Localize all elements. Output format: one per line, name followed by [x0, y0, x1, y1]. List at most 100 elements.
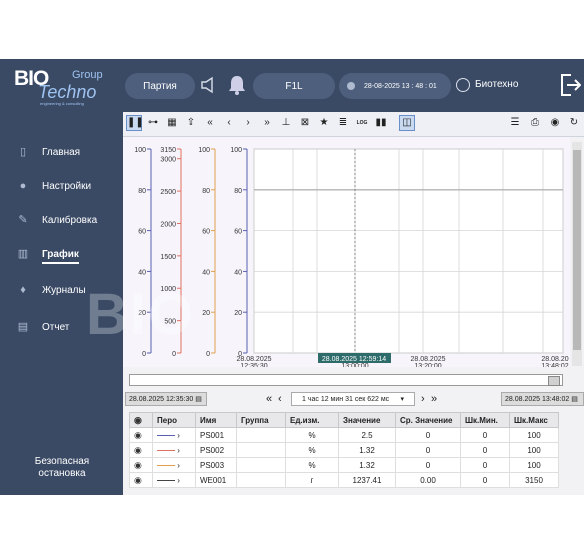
pen-cell[interactable]: › — [152, 457, 196, 473]
y-axis-tick-label: 3150 — [160, 147, 176, 154]
sidebar-item-logs[interactable]: ♦ Журналы — [0, 279, 120, 303]
phone-icon: ▯ — [19, 146, 27, 158]
sidebar-item-calibration[interactable]: ✎ Калибровка — [0, 209, 120, 233]
table-icon[interactable]: ▦ — [167, 117, 177, 128]
end-date-text: 28.08.2025 13:48:02 — [505, 396, 570, 403]
bell-icon[interactable] — [225, 72, 249, 98]
sidebar-item-home[interactable]: ▯ Главная — [0, 141, 120, 165]
time-scrollbar[interactable] — [129, 374, 563, 386]
visibility-toggle[interactable]: ◉ — [129, 442, 153, 458]
range-text: 1 час 12 мин 31 сек 622 мс — [302, 396, 390, 403]
pen-color-swatch — [157, 464, 175, 466]
sidebar-item-report[interactable]: ▤ Отчет — [0, 316, 120, 340]
calendar-icon[interactable]: ▤ — [571, 396, 578, 403]
sidebar-item-label: Главная — [42, 147, 81, 158]
scroll-forward-fast-icon[interactable]: » — [431, 393, 438, 405]
logout-icon[interactable] — [556, 71, 582, 99]
expand-icon[interactable]: › — [177, 430, 180, 440]
eye-icon[interactable]: ◉ — [134, 444, 142, 455]
expand-icon[interactable]: › — [177, 475, 180, 485]
visibility-toggle[interactable]: ◉ — [129, 427, 153, 443]
eye-icon[interactable]: ◉ — [134, 414, 142, 425]
y-axis-tick-label: 100 — [198, 147, 210, 154]
last-page-icon[interactable]: » — [264, 117, 270, 128]
prev-page-icon[interactable]: ‹ — [227, 117, 231, 128]
user-icon[interactable] — [456, 78, 470, 92]
tree-icon[interactable]: ⊶ — [148, 117, 158, 128]
chart-toolbar: ❚❚ ⊶ ▦ ⇪ « ‹ › » ⊥ ⊠ ★ ≣ LOG ▮▮ ◫ ☰ ⎙ ◉ … — [123, 112, 584, 137]
time-navigation: 28.08.2025 12:35:30 ▤ « ‹ 1 час 12 мин 3… — [123, 390, 584, 408]
column-header: Перо — [152, 412, 196, 428]
unit-selector[interactable]: F1L — [253, 73, 335, 99]
dropdown-icon: ▾ — [400, 396, 404, 403]
camera-icon[interactable]: ◉ — [550, 117, 560, 128]
bell-icon: ♦ — [20, 284, 26, 296]
expand-icon[interactable]: › — [177, 445, 180, 455]
column-header: Значение — [338, 412, 396, 428]
sidebar-item-chart[interactable]: ▥ График — [0, 243, 120, 267]
scroll-back-fast-icon[interactable]: « — [266, 393, 273, 405]
eye-icon[interactable]: ◉ — [134, 459, 142, 470]
scale-icon[interactable]: ≣ — [338, 117, 348, 128]
export-icon[interactable]: ⇪ — [186, 117, 196, 128]
sound-icon[interactable] — [197, 73, 221, 97]
star-icon[interactable]: ★ — [319, 117, 329, 128]
first-page-icon[interactable]: « — [207, 117, 213, 128]
start-date-field[interactable]: 28.08.2025 12:35:30 ▤ — [125, 392, 207, 406]
time-scroll-thumb[interactable] — [548, 376, 560, 386]
company-logo: BIO Group Techno engineering & consultin… — [14, 67, 103, 106]
eye-icon[interactable]: ◉ — [134, 474, 142, 485]
chart-area[interactable]: 100 80 60 40 20 0 3150 3000 2500 2000 1500 1000 500 0… — [123, 137, 570, 370]
scroll-forward-icon[interactable]: › — [421, 393, 425, 405]
list-icon[interactable]: ☰ — [510, 117, 520, 128]
value-cell: 1.32 — [338, 442, 396, 458]
next-page-icon[interactable]: › — [246, 117, 250, 128]
chart-panel: ❚❚ ⊶ ▦ ⇪ « ‹ › » ⊥ ⊠ ★ ≣ LOG ▮▮ ◫ ☰ ⎙ ◉ … — [123, 112, 584, 495]
refresh-icon[interactable]: ↻ — [569, 117, 579, 128]
x-axis-time-label: 12:35:30 — [240, 363, 267, 367]
reset-zoom-icon[interactable]: ⊠ — [300, 117, 310, 128]
visibility-toggle[interactable]: ◉ — [129, 472, 153, 488]
pen-cell[interactable]: › — [152, 427, 196, 443]
table-row[interactable]: ◉ › PS001% 2.5 0 0 100 — [129, 427, 559, 443]
end-date-field[interactable]: 28.08.2025 13:48:02 ▤ — [501, 392, 584, 406]
y-axis-tick-label: 80 — [202, 188, 210, 195]
sidebar-item-settings[interactable]: ● Настройки — [0, 175, 120, 199]
table-row[interactable]: ◉ › WE001 г 1237.41 0.00 0 3150 — [129, 472, 559, 488]
table-row[interactable]: ◉ › PS002% 1.32 0 0 100 — [129, 442, 559, 458]
name-cell: PS002 — [195, 442, 237, 458]
table-row[interactable]: ◉ › PS003% 1.32 0 0 100 — [129, 457, 559, 473]
batch-button[interactable]: Партия — [125, 73, 195, 99]
log-scale-icon[interactable]: LOG — [356, 120, 368, 126]
safe-stop-button[interactable]: Безопасная остановка — [34, 456, 90, 479]
pause-icon[interactable]: ❚❚ — [126, 115, 144, 131]
scroll-back-icon[interactable]: ‹ — [278, 393, 282, 405]
app-window: BIO Group Techno engineering & consultin… — [0, 59, 584, 495]
split-view-icon[interactable]: ▮▮ — [375, 117, 387, 128]
bar-chart-icon: ▥ — [17, 248, 29, 260]
pen-cell[interactable]: › — [152, 442, 196, 458]
group-cell — [236, 427, 286, 443]
vertical-scrollbar[interactable] — [572, 142, 582, 366]
top-bar: BIO Group Techno engineering & consultin… — [0, 59, 584, 111]
print-icon[interactable]: ⎙ — [531, 117, 539, 128]
layout-icon[interactable]: ◫ — [399, 115, 415, 131]
y-axis-tick-label: 1500 — [160, 254, 176, 261]
calendar-icon[interactable]: ▤ — [195, 396, 202, 403]
visibility-toggle[interactable]: ◉ — [129, 457, 153, 473]
zoom-axis-icon[interactable]: ⊥ — [281, 117, 291, 128]
wrench-icon: ✎ — [18, 214, 28, 226]
pen-cell[interactable]: › — [152, 472, 196, 488]
trend-chart[interactable]: 1008060402003150300025002000150010005000… — [123, 137, 570, 370]
column-header: ◉ — [129, 412, 153, 428]
expand-icon[interactable]: › — [177, 460, 180, 470]
y-axis-tick-label: 20 — [138, 310, 146, 317]
eye-icon[interactable]: ◉ — [134, 429, 142, 440]
name-cell: PS003 — [195, 457, 237, 473]
cursor-label-box — [318, 353, 391, 363]
x-axis-date-label: 28.08.2025 — [236, 356, 271, 363]
range-select[interactable]: 1 час 12 мин 31 сек 622 мс ▾ — [291, 392, 415, 406]
scale-max-cell: 3150 — [509, 472, 559, 488]
sidebar-item-label: Отчет — [42, 322, 70, 333]
scale-min-cell: 0 — [460, 457, 510, 473]
